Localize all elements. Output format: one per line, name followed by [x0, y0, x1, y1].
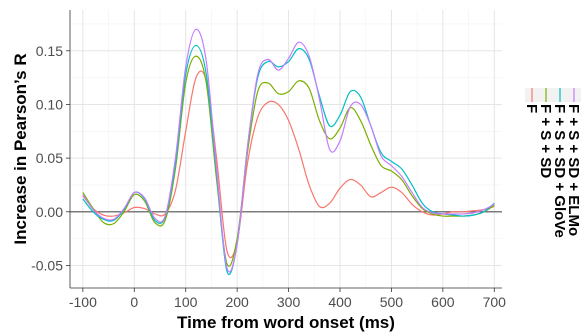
x-tick-label: 200: [225, 294, 249, 310]
y-tick-label: 0.00: [36, 204, 63, 220]
series-line-f: [82, 70, 495, 259]
series-lines: [82, 28, 495, 276]
x-tick-label: 100: [174, 294, 198, 310]
legend-label-f-s-sd: F + S + SD: [537, 104, 554, 178]
series-line-f-s-sd-elmo: [82, 28, 495, 273]
y-axis-title: Increase in Pearson’s R: [11, 53, 30, 244]
series-line-f-s-sd: [82, 55, 495, 267]
x-tick-label: 500: [380, 294, 404, 310]
x-tick-label: 600: [431, 294, 455, 310]
x-axis-ticks: -100 0 100 200 300 400 500 600 700: [69, 288, 506, 310]
y-tick-label: -0.05: [31, 257, 63, 273]
panel-background: [70, 10, 502, 288]
x-axis-title: Time from word onset (ms): [177, 313, 395, 332]
legend-label-f-s-sd-elmo: F + S + SD + ELMo: [565, 104, 582, 236]
x-tick-label: 300: [277, 294, 301, 310]
legend-label-f-s-sd-glove: F + S + SD + GloVe: [551, 104, 568, 238]
y-axis-ticks: -0.05 0.00 0.05 0.10 0.15: [31, 43, 70, 273]
y-tick-label: 0.10: [36, 96, 63, 112]
y-tick-label: 0.05: [36, 150, 63, 166]
x-tick-label: 0: [130, 294, 138, 310]
x-tick-label: 400: [328, 294, 352, 310]
x-tick-label: -100: [69, 294, 97, 310]
minor-gridlines: [70, 10, 502, 288]
x-tick-label: 700: [483, 294, 507, 310]
y-tick-label: 0.15: [36, 43, 63, 59]
legend-label-f: F: [523, 104, 540, 113]
